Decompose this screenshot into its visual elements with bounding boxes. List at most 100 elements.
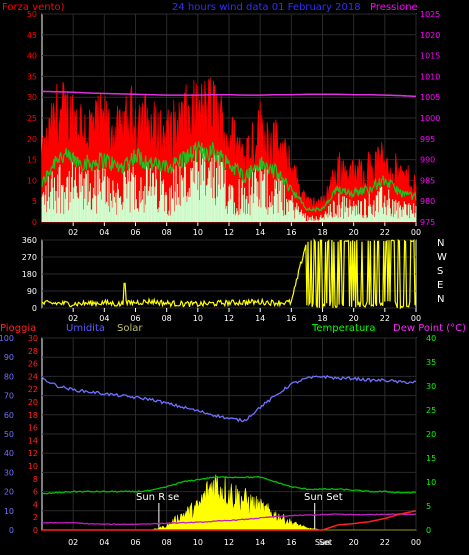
wind-tick-label: 40 [27, 52, 37, 61]
direction-tick-label: 90 [27, 287, 37, 296]
temperature-tick-label: 10 [426, 478, 436, 487]
x-tick-label: 02 [68, 538, 78, 547]
pressure-axis-label: Pressione [370, 2, 418, 13]
direction-tick-label: 270 [22, 253, 37, 262]
rain-tick-label: 10 [28, 462, 38, 471]
wind-tick-label: 35 [27, 72, 37, 81]
humidity-tick-label: 0 [9, 526, 14, 535]
rain-tick-label: 28 [28, 347, 38, 356]
wind-tick-label: 20 [27, 135, 37, 144]
wind-tick-label: 10 [27, 176, 37, 185]
direction-tick-label: 360 [22, 236, 37, 245]
rain-axis-label: Pioggia [0, 323, 36, 334]
compass-label: E [437, 280, 443, 291]
temperature-tick-label: 0 [426, 526, 431, 535]
pressure-series [41, 90, 417, 98]
pressure-tick-label: 1005 [420, 93, 440, 102]
x-tick-label: 12 [224, 228, 234, 237]
rain-tick-label: 16 [28, 424, 38, 433]
humidity-tick-label: 20 [4, 488, 14, 497]
pressure-tick-label: 1010 [420, 72, 440, 81]
sunrise-label: Sun Rise [136, 492, 179, 503]
x-tick-label: 14 [255, 538, 265, 547]
wind-tick-label: 30 [27, 93, 37, 102]
chart-title: 24 hours wind data 01 February 2018 [172, 2, 361, 13]
x-tick-label: 04 [99, 314, 109, 323]
x-tick-label: 08 [162, 228, 172, 237]
humidity-tick-label: 70 [4, 392, 14, 401]
x-tick-label: 10 [193, 314, 203, 323]
wind-tick-label: 50 [27, 10, 37, 19]
rain-tick-label: 6 [33, 488, 38, 497]
pressure-tick-label: 995 [420, 135, 435, 144]
pressure-tick-label: 1020 [420, 31, 440, 40]
x-tick-label: 10 [193, 228, 203, 237]
x-tick-label: 18 [317, 314, 327, 323]
humidity-tick-label: 80 [4, 372, 14, 381]
x-tick-label: 16 [286, 538, 296, 547]
x-tick-label: 00 [411, 314, 421, 323]
rain-tick-label: 4 [33, 500, 38, 509]
temperature-tick-label: 20 [426, 430, 436, 439]
temperature-series [41, 475, 417, 495]
x-tick-label: 14 [255, 314, 265, 323]
compass-label: N [437, 294, 444, 305]
rain-tick-label: 14 [28, 436, 38, 445]
dewpoint-axis-label: Dew Point (°C) [393, 323, 466, 334]
x-tick-label: 12 [224, 538, 234, 547]
temperature-tick-label: 15 [426, 454, 436, 463]
pressure-tick-label: 980 [420, 197, 435, 206]
rain-tick-label: 18 [28, 411, 38, 420]
wind-tick-label: 15 [27, 156, 37, 165]
pressure-tick-label: 985 [420, 176, 435, 185]
x-tick-label: 10 [193, 538, 203, 547]
rain-tick-label: 0 [33, 526, 38, 535]
rain-tick-label: 12 [28, 449, 38, 458]
rain-tick-label: 22 [28, 385, 38, 394]
wind-speed-series [41, 148, 417, 222]
solar-axis-label: Solar [117, 323, 143, 334]
sunset-label: Sun Set [304, 492, 343, 503]
x-tick-label: 06 [130, 314, 140, 323]
direction-tick-label: 0 [32, 304, 37, 313]
compass-label: W [437, 252, 447, 263]
wind-tick-label: 25 [27, 114, 37, 123]
humidity-tick-label: 40 [4, 449, 14, 458]
pressure-tick-label: 990 [420, 156, 435, 165]
x-tick-label: 20 [349, 228, 359, 237]
rain-tick-label: 2 [33, 513, 38, 522]
humidity-tick-label: 100 [0, 334, 14, 343]
x-tick-label: 00 [411, 228, 421, 237]
rain-tick-label: 26 [28, 360, 38, 369]
x-tick-label: 22 [380, 228, 390, 237]
pressure-tick-label: 1000 [420, 114, 440, 123]
x-tick-label: 18 [317, 228, 327, 237]
direction-tick-label: 180 [22, 270, 37, 279]
temperature-tick-label: 40 [426, 334, 436, 343]
temperature-axis-label: Temperatura [311, 323, 376, 334]
wind-tick-label: 5 [32, 197, 37, 206]
x-tick-label: 20 [349, 538, 359, 547]
humidity-tick-label: 30 [4, 468, 14, 477]
wind-average-series [41, 141, 417, 213]
humidity-series [41, 374, 417, 423]
humidity-tick-label: 60 [4, 411, 14, 420]
sunset-short-label: Set [319, 538, 332, 547]
x-tick-label: 06 [130, 538, 140, 547]
x-tick-label: 08 [162, 314, 172, 323]
temperature-tick-label: 5 [426, 502, 431, 511]
pressure-tick-label: 1025 [420, 10, 440, 19]
wind-tick-label: 45 [27, 31, 37, 40]
x-tick-label: 16 [286, 228, 296, 237]
compass-label: N [437, 238, 444, 249]
temperature-tick-label: 30 [426, 382, 436, 391]
humidity-tick-label: 10 [4, 507, 14, 516]
x-tick-label: 22 [380, 314, 390, 323]
humidity-tick-label: 50 [4, 430, 14, 439]
pressure-tick-label: 975 [420, 218, 435, 227]
x-tick-label: 04 [99, 228, 109, 237]
temperature-tick-label: 35 [426, 358, 436, 367]
rain-tick-label: 8 [33, 475, 38, 484]
